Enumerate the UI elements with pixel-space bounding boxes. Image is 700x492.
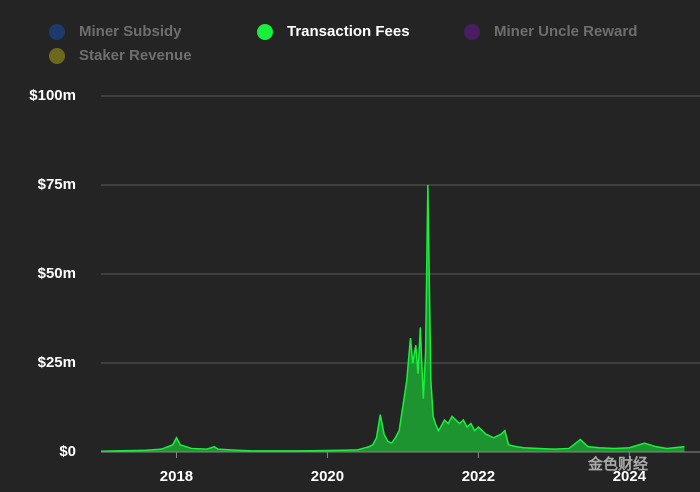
y-tick-label: $25m [38, 354, 76, 371]
watermark: 金色财经 [587, 455, 648, 473]
y-tick-label: $75m [38, 176, 76, 193]
legend-label[interactable]: Transaction Fees [287, 23, 410, 40]
legend-marker[interactable] [464, 24, 480, 40]
y-tick-label: $0 [59, 443, 76, 460]
legend-marker[interactable] [257, 24, 273, 40]
legend-label[interactable]: Miner Subsidy [79, 23, 182, 40]
legend-label[interactable]: Miner Uncle Reward [494, 23, 637, 40]
y-tick-label: $50m [38, 265, 76, 282]
line [100, 184, 685, 453]
x-tick-label: 2022 [462, 468, 495, 485]
legend-marker[interactable] [49, 48, 65, 64]
x-tick-label: 2018 [160, 468, 193, 485]
legend-marker[interactable] [49, 24, 65, 40]
y-tick-label: $100m [29, 87, 76, 104]
x-tick-label: 2020 [311, 468, 344, 485]
legend-label[interactable]: Staker Revenue [79, 47, 192, 64]
x-tick-label: 2024 [613, 468, 647, 485]
